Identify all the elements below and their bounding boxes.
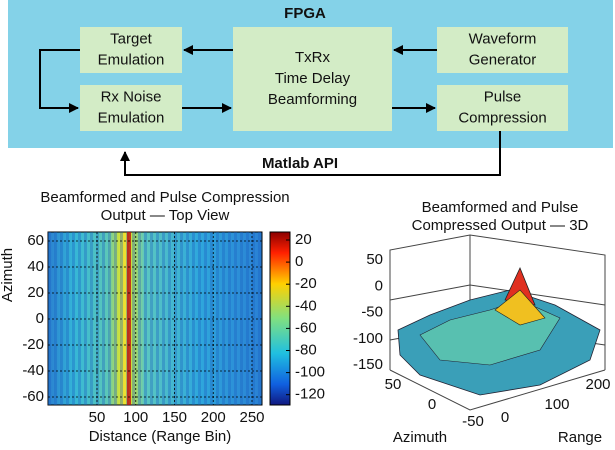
azimuth-tick-label: 0: [428, 396, 436, 413]
arrow: [120, 131, 501, 176]
z-tick-label: -100: [353, 330, 383, 347]
z-tick-label: 0: [375, 277, 383, 294]
node-label: Pulse: [484, 88, 522, 105]
node-box: [80, 27, 182, 73]
colorbar-tick-label: 20: [295, 231, 312, 248]
z-tick-label: -150: [353, 356, 383, 373]
y-tick-label: 0: [36, 310, 44, 327]
y-axis-label: Azimuth: [0, 248, 16, 302]
plot-title: Beamformed and Pulse: [422, 199, 579, 216]
node-box: [80, 85, 182, 131]
range-tick-label: 100: [544, 396, 569, 413]
y-tick-label: -20: [22, 336, 44, 353]
colorbar-tick-label: -120: [295, 386, 325, 403]
colorbar-tick-label: -100: [295, 364, 325, 381]
colorbar: [269, 231, 291, 406]
colorbar-tick-label: -20: [295, 275, 317, 292]
y-tick-label: 40: [27, 258, 44, 275]
x-tick-label: 150: [162, 409, 187, 426]
node-label: Target: [110, 30, 153, 47]
range-tick-label: 200: [585, 376, 610, 393]
surface-peak: [494, 289, 546, 326]
y-tick-label: 20: [27, 284, 44, 301]
node-label: Time Delay: [275, 70, 351, 87]
y-tick-label: -40: [22, 362, 44, 379]
colorbar-tick-label: -40: [295, 297, 317, 314]
azimuth-tick-label: -50: [462, 413, 484, 430]
x-tick-label: 200: [201, 409, 226, 426]
x-tick-label: 250: [239, 409, 264, 426]
link-label: Matlab API: [262, 155, 338, 172]
x-axis-label: Distance (Range Bin): [89, 428, 232, 445]
plot-title: Beamformed and Pulse Compression: [40, 189, 289, 206]
node-label: TxRx: [295, 49, 330, 66]
azimuth-tick-label: 50: [385, 376, 402, 393]
colorbar-tick-label: 0: [295, 253, 303, 270]
x-tick-label: 50: [89, 409, 106, 426]
y-tick-label: -60: [22, 388, 44, 405]
plot-title: Output — Top View: [101, 207, 230, 224]
axis-label: Range: [558, 429, 602, 446]
x-tick-label: 100: [123, 409, 148, 426]
z-tick-label: -50: [361, 304, 383, 321]
node-label: Emulation: [98, 51, 165, 68]
z-tick-label: 50: [366, 251, 383, 268]
y-tick-label: 60: [27, 232, 44, 249]
fpga-title: FPGA: [284, 5, 326, 22]
node-label: Emulation: [98, 109, 165, 126]
node-label: Waveform: [469, 30, 537, 47]
axis-label: Azimuth: [393, 429, 447, 446]
arrow: [39, 49, 80, 113]
node-box: [437, 27, 568, 73]
nodes: Target Emulation Rx Noise Emulation TxRx Time…: [80, 27, 568, 131]
node-box: [437, 85, 568, 131]
node-box: [233, 27, 392, 131]
plot-title: Compressed Output — 3D: [412, 217, 589, 234]
heatmap-texture: [48, 232, 262, 405]
node-label: Rx Noise: [101, 88, 162, 105]
colorbar-tick-label: -60: [295, 319, 317, 336]
node-label: Compression: [458, 109, 546, 126]
colorbar-tick-label: -80: [295, 341, 317, 358]
range-tick-label: 0: [501, 409, 509, 426]
node-label: Generator: [469, 51, 537, 68]
node-label: Beamforming: [268, 91, 357, 108]
